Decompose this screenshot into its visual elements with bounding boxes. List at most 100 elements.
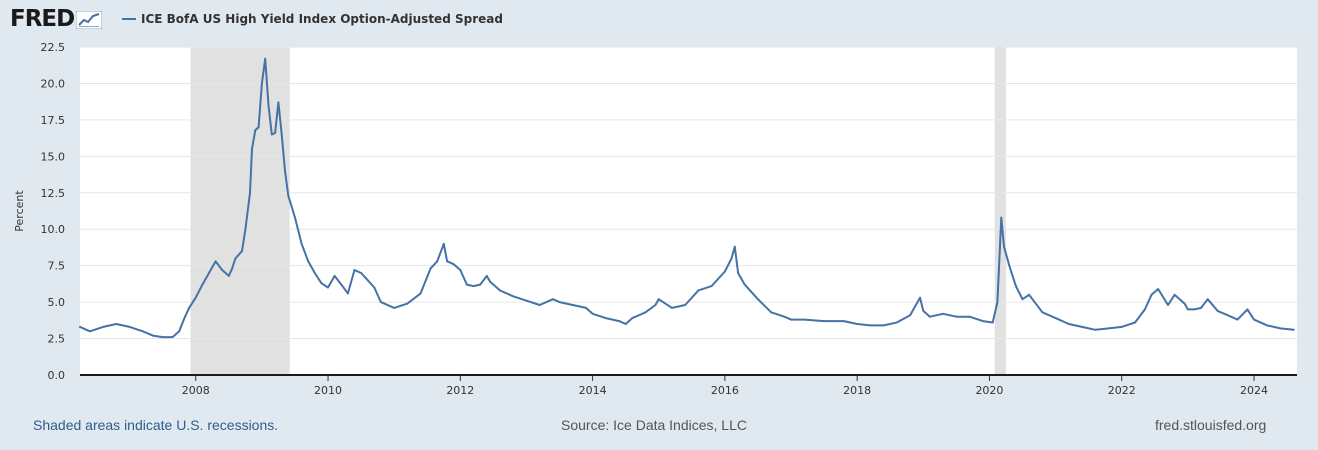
- data-point: [743, 283, 746, 286]
- data-point: [201, 283, 204, 286]
- x-tick-label: 2014: [579, 384, 607, 397]
- fred-logo[interactable]: FRED: [10, 6, 103, 32]
- data-point: [264, 57, 267, 60]
- data-point: [280, 133, 283, 136]
- line-chart-icon: [76, 11, 103, 29]
- data-point: [284, 170, 286, 172]
- data-point: [929, 315, 931, 318]
- x-tick-label: 2008: [182, 384, 210, 397]
- data-point: [251, 148, 253, 150]
- data-point: [996, 301, 999, 304]
- data-point: [307, 260, 310, 263]
- data-point: [267, 104, 270, 107]
- data-point: [1266, 324, 1269, 327]
- data-point: [254, 129, 257, 131]
- data-point: [770, 311, 773, 314]
- data-point: [1157, 288, 1160, 290]
- data-point: [1120, 325, 1123, 328]
- data-point: [366, 279, 369, 282]
- data-point: [274, 132, 277, 134]
- data-point: [922, 309, 925, 312]
- data-point: [1292, 328, 1295, 331]
- data-point: [442, 242, 445, 245]
- data-point: [723, 270, 726, 273]
- series-lines: [79, 57, 1295, 339]
- data-point: [697, 289, 700, 292]
- y-tick-label: 2.5: [48, 333, 66, 346]
- data-point: [631, 317, 634, 320]
- y-tick-label: 5.0: [48, 296, 66, 309]
- data-point: [1206, 298, 1209, 301]
- data-point: [320, 282, 323, 285]
- data-point: [1236, 318, 1239, 321]
- data-point: [151, 334, 154, 337]
- legend-series-label: ICE BofA US High Yield Index Option-Adju…: [141, 12, 503, 26]
- data-point: [783, 315, 786, 318]
- data-point: [1193, 308, 1196, 311]
- data-point: [294, 216, 296, 219]
- data-point: [1186, 308, 1189, 311]
- data-point: [757, 298, 759, 301]
- site-url: fred.stlouisfed.org: [1155, 417, 1267, 433]
- x-tick-label: 2018: [843, 384, 871, 397]
- data-point: [869, 324, 872, 327]
- data-point: [558, 301, 561, 304]
- data-point: [737, 272, 740, 274]
- data-point: [654, 304, 657, 306]
- data-point: [624, 323, 627, 325]
- data-point: [429, 267, 432, 270]
- x-tick-label: 2024: [1240, 384, 1268, 397]
- data-point: [115, 323, 118, 325]
- data-point: [991, 321, 994, 324]
- recession-note-link[interactable]: Shaded areas indicate U.S. recessions.: [33, 417, 279, 433]
- data-point: [710, 285, 713, 287]
- chart-legend[interactable]: ICE BofA US High Yield Index Option-Adju…: [122, 12, 503, 26]
- x-tick-label: 2016: [711, 384, 739, 397]
- data-point: [909, 314, 911, 317]
- data-point: [1143, 308, 1146, 311]
- data-point: [525, 299, 528, 302]
- data-point: [512, 295, 515, 298]
- x-tick-label: 2012: [446, 384, 474, 397]
- y-axis-title: Percent: [13, 190, 26, 232]
- data-point: [466, 283, 468, 286]
- y-tick-label: 17.5: [41, 114, 66, 127]
- y-tick-label: 20.0: [41, 77, 66, 90]
- source-text: Source: Ice Data Indices, LLC: [561, 417, 747, 433]
- data-point: [604, 317, 607, 320]
- chart: 0.0 2.5 5.0 7.5 10.0 12.5 15.0 17.5 20.0 22.5 200…: [13, 41, 1297, 397]
- data-point: [1173, 293, 1176, 296]
- data-point: [241, 250, 243, 252]
- y-tick-label: 0.0: [48, 369, 66, 382]
- y-tick-label: 7.5: [48, 260, 66, 273]
- data-point: [479, 283, 482, 286]
- data-point: [182, 318, 185, 321]
- data-point: [1041, 311, 1044, 314]
- data-point: [234, 257, 237, 260]
- recession-band-1: [994, 47, 1006, 375]
- data-point: [1094, 328, 1097, 331]
- data-point: [393, 307, 396, 309]
- y-tick-label: 22.5: [41, 41, 66, 54]
- data-point: [1000, 216, 1003, 219]
- data-point: [1246, 308, 1249, 311]
- x-axis-ticks: 2008 2010 2012 2014 2016 2018 2020 2022 2024: [182, 375, 1268, 397]
- data-point: [346, 292, 349, 295]
- data-point: [790, 318, 792, 321]
- data-point: [730, 257, 733, 260]
- data-point: [287, 194, 290, 197]
- data-point: [459, 269, 462, 271]
- data-point: [446, 260, 448, 263]
- data-point: [1107, 327, 1110, 330]
- data-point: [1067, 323, 1070, 325]
- data-point: [141, 330, 144, 333]
- data-point: [552, 298, 554, 301]
- data-point: [436, 260, 439, 263]
- data-point: [823, 320, 825, 322]
- data-point: [538, 304, 541, 306]
- data-point: [452, 263, 455, 266]
- data-point: [340, 283, 343, 286]
- fred-logo-text: FRED: [10, 6, 75, 32]
- data-point: [333, 274, 336, 277]
- data-point: [1253, 318, 1255, 321]
